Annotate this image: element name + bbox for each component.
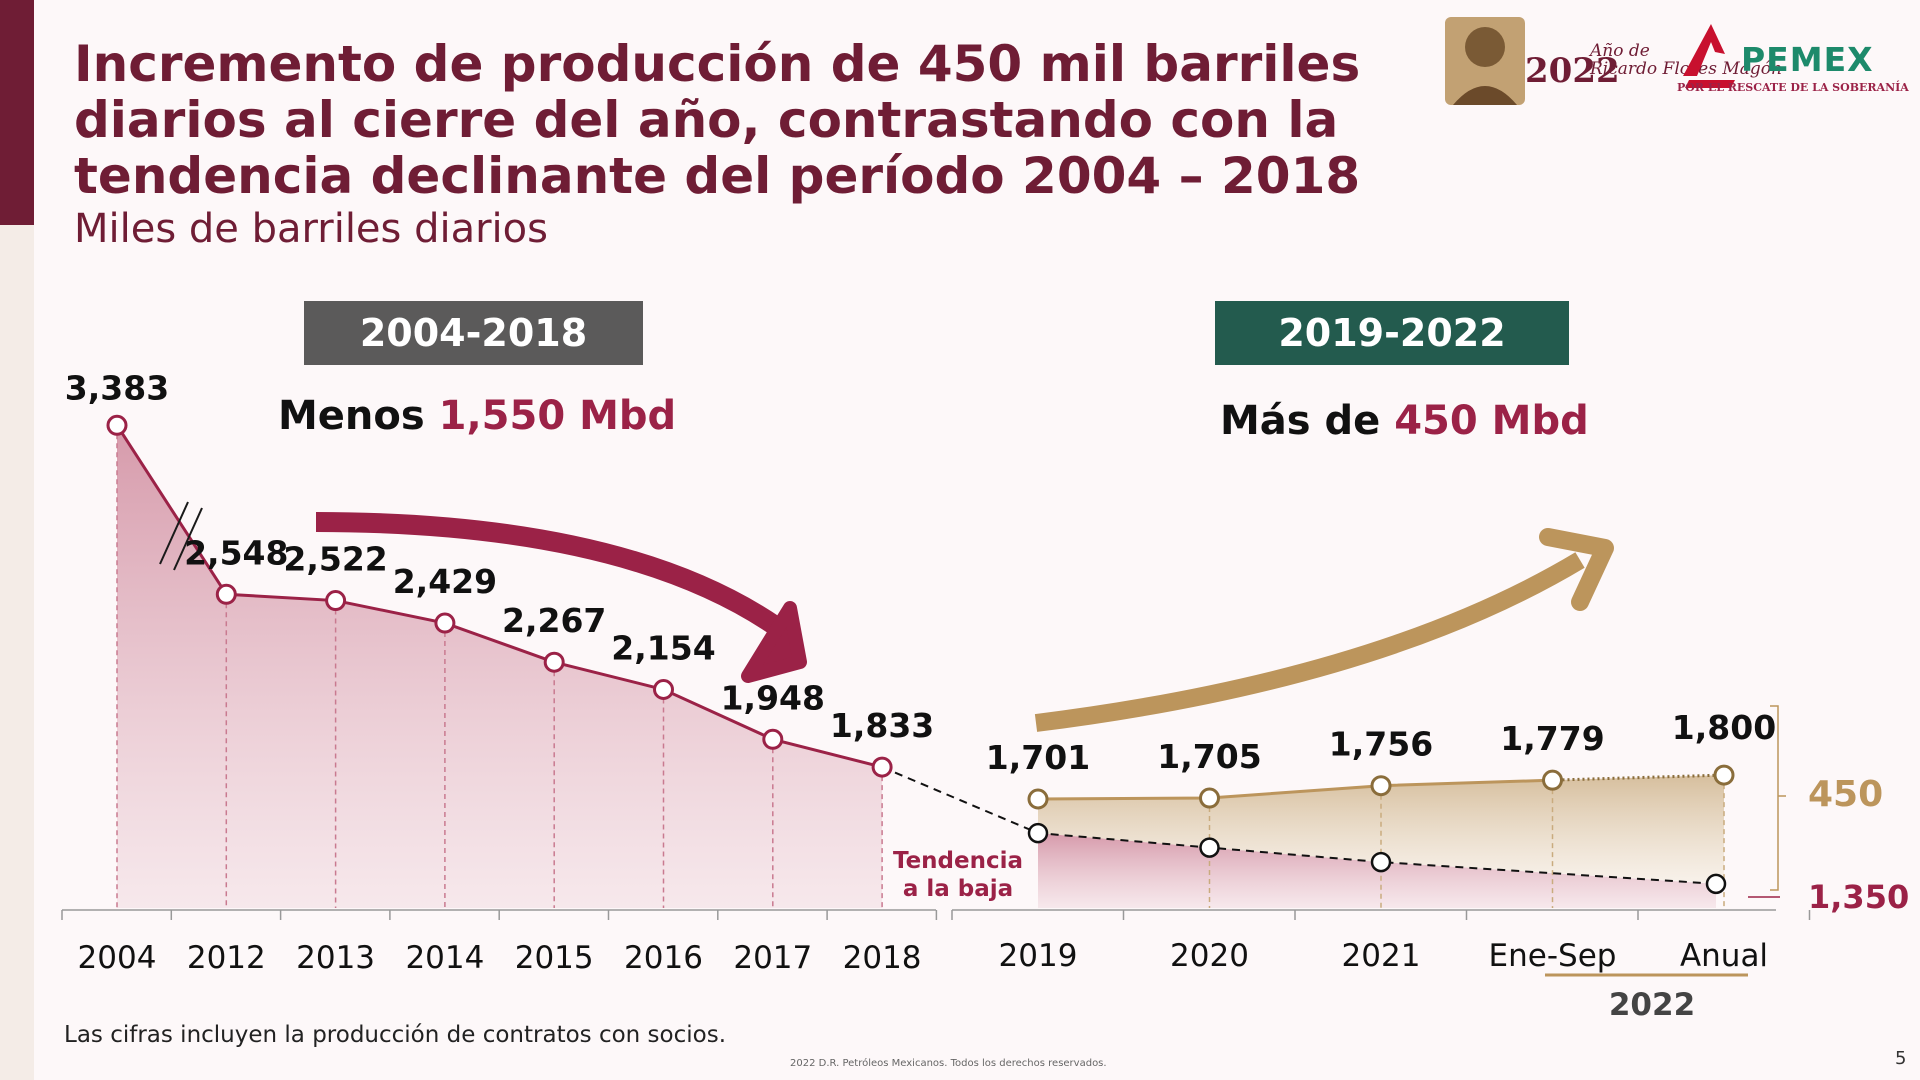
- trend-end-label: 1,350: [1808, 878, 1909, 916]
- increase-line: [1037, 778, 1553, 801]
- value-label: 1,948: [721, 678, 825, 717]
- x-tick-label: 2013: [296, 940, 375, 976]
- difference-bracket: [1770, 705, 1786, 891]
- copyright: 2022 D.R. Petróleos Mexicanos. Todos los…: [790, 1058, 1107, 1069]
- axis-break-line: [173, 507, 203, 571]
- data-point: [1199, 787, 1220, 809]
- x-tick-label: 2004: [78, 940, 157, 976]
- increase-arrowhead: [1539, 528, 1614, 611]
- x-tick-label: Ene-Sep: [1489, 938, 1617, 974]
- accent-bar: [0, 0, 34, 225]
- x-tick-label: 2018: [843, 940, 922, 976]
- x-tick-label: 2015: [515, 940, 594, 976]
- pemex-slogan: POR EL RESCATE DE LA SOBERANÍA: [1677, 81, 1909, 94]
- magon-name-text: Año de Ricardo Flores Magón: [1590, 42, 1782, 78]
- data-point: [106, 414, 128, 436]
- axis-break-line: [159, 501, 189, 565]
- data-point: [1370, 775, 1392, 797]
- decline-arrow: [315, 512, 799, 646]
- magon-year: 2022: [1525, 51, 1620, 91]
- x-tick-label: 2014: [405, 940, 484, 976]
- pemex-logo-text: PEMEX: [1741, 40, 1874, 79]
- data-point: [762, 728, 784, 750]
- data-point: [215, 583, 237, 605]
- decline-line: [115, 424, 883, 769]
- value-label: 1,701: [986, 738, 1090, 777]
- period-box-2019-2022: 2019-2022: [1215, 301, 1569, 365]
- value-label: 1,779: [1500, 719, 1604, 758]
- value-label: 2,267: [502, 601, 606, 640]
- trend-point: [1027, 822, 1049, 844]
- pemex-eagle-icon: [1683, 24, 1735, 88]
- period-box-2004-2018: 2004-2018: [304, 301, 643, 365]
- magon-portrait-logo: [1445, 17, 1525, 105]
- x-tick-label: 2017: [733, 940, 812, 976]
- value-label: 1,756: [1329, 725, 1433, 764]
- summary-increase-prefix: Más de: [1220, 398, 1395, 444]
- x-tick-label: 2020: [1170, 938, 1249, 974]
- slide-subtitle: Miles de barriles diarios: [74, 206, 548, 252]
- summary-increase: Más de 450 Mbd: [1220, 398, 1589, 444]
- difference-label: 450: [1808, 774, 1883, 815]
- x-tick-label: Anual: [1680, 938, 1768, 974]
- x-tick-label: 2021: [1342, 938, 1421, 974]
- data-point: [543, 651, 565, 673]
- summary-decline: Menos 1,550 Mbd: [278, 393, 676, 439]
- trend-point: [1199, 837, 1220, 858]
- data-point: [434, 612, 456, 634]
- value-label: 1,705: [1157, 737, 1261, 776]
- data-point: [1027, 788, 1049, 810]
- decorative-strip: [0, 225, 34, 1080]
- footnote: Las cifras incluyen la producción de con…: [64, 1022, 727, 1048]
- trend-annotation-line1: Tendencia: [893, 848, 1023, 874]
- x-tick-label: 2016: [624, 940, 703, 976]
- value-label: 2,522: [283, 540, 387, 579]
- increase-arrow: [1034, 552, 1585, 732]
- x-group-label: 2022: [1609, 987, 1695, 1023]
- slide-title: Incremento de producción de 450 mil barr…: [74, 35, 1361, 205]
- data-point: [325, 590, 347, 612]
- data-point: [1542, 769, 1563, 791]
- data-point: [653, 679, 674, 701]
- x-tick-label: 2012: [187, 940, 266, 976]
- x-tick-label: 2019: [999, 938, 1078, 974]
- summary-decline-prefix: Menos: [278, 393, 439, 439]
- value-label: 1,833: [830, 706, 934, 745]
- decline-area: [117, 425, 883, 908]
- magon-caption: Año de: [1590, 41, 1650, 61]
- summary-decline-value: 1,550 Mbd: [438, 393, 677, 439]
- data-point: [1713, 764, 1735, 786]
- trend-annotation-line2: a la baja: [903, 876, 1013, 902]
- increase-line-projection: [1552, 773, 1725, 782]
- summary-increase-value: 450 Mbd: [1394, 398, 1589, 444]
- trend-point: [1370, 851, 1392, 873]
- value-label: 2,429: [393, 562, 497, 601]
- trend-point: [1705, 873, 1727, 895]
- value-label: 1,800: [1672, 708, 1776, 747]
- decline-arrowhead: [741, 601, 807, 683]
- magon-name: Ricardo Flores Magón: [1590, 59, 1782, 79]
- value-label: 3,383: [65, 368, 169, 407]
- data-point: [871, 756, 893, 778]
- page-number: 5: [1895, 1048, 1907, 1069]
- value-label: 2,154: [611, 629, 715, 668]
- value-label: 2,548: [184, 533, 288, 572]
